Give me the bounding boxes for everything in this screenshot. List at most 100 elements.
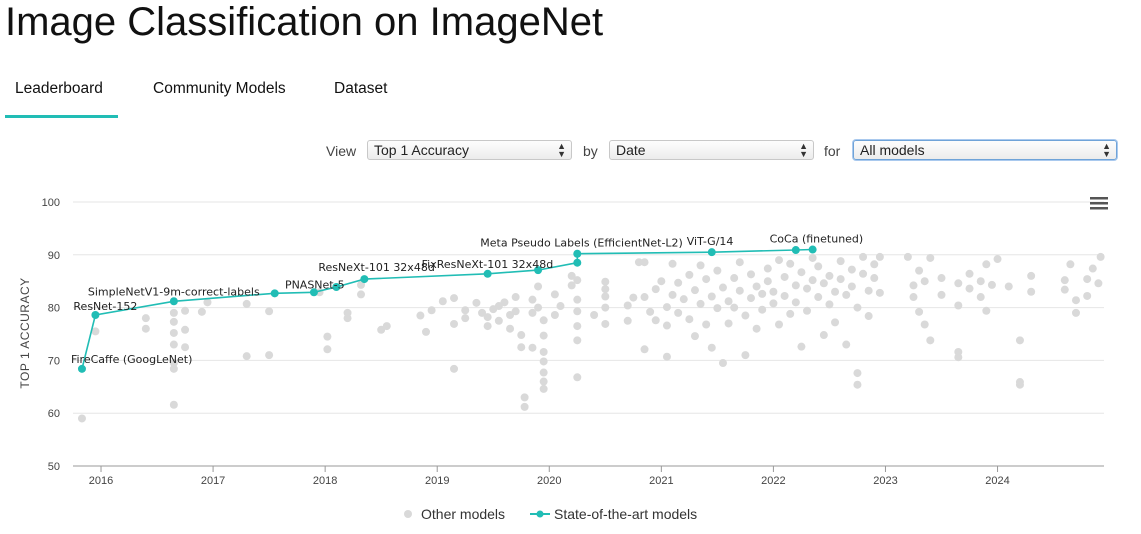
- other-model-point: [539, 357, 548, 366]
- other-model-point: [730, 274, 739, 283]
- other-model-point: [718, 283, 727, 292]
- select-arrows-icon: ▲ ▼: [1102, 141, 1111, 159]
- other-model-point: [91, 327, 100, 336]
- other-model-point: [573, 373, 582, 382]
- sota-point: [534, 266, 543, 275]
- other-model-point: [77, 414, 86, 423]
- other-model-point: [567, 281, 576, 290]
- other-model-point: [1094, 279, 1103, 288]
- other-model-point: [836, 257, 845, 266]
- by-select[interactable]: Date ▲ ▼: [609, 140, 814, 160]
- other-model-point: [746, 270, 755, 279]
- other-model-point: [763, 264, 772, 273]
- x-tick-label: 2017: [201, 475, 225, 487]
- other-model-point: [1083, 275, 1092, 284]
- other-model-point: [847, 265, 856, 274]
- other-model-point: [853, 380, 862, 389]
- other-model-point: [797, 268, 806, 277]
- other-model-point: [791, 281, 800, 290]
- x-tick-label: 2021: [649, 475, 673, 487]
- other-model-point: [875, 288, 884, 297]
- legend-label-other-models: Other models: [421, 506, 505, 522]
- other-model-point: [707, 292, 716, 301]
- other-model-point: [382, 322, 391, 331]
- x-tick-label: 2018: [313, 475, 337, 487]
- other-model-point: [483, 322, 492, 331]
- other-model-point: [422, 327, 431, 336]
- other-model-point: [640, 293, 649, 302]
- x-tick-label: 2023: [873, 475, 897, 487]
- other-model-point: [926, 336, 935, 345]
- other-model-point: [573, 322, 582, 331]
- sota-point: [332, 283, 341, 292]
- other-model-point: [965, 284, 974, 293]
- other-model-point: [836, 275, 845, 284]
- other-model-point: [926, 253, 935, 262]
- other-model-point: [965, 269, 974, 278]
- other-model-point: [1027, 271, 1036, 280]
- other-model-point: [483, 313, 492, 322]
- other-model-point: [847, 282, 856, 291]
- other-model-point: [775, 320, 784, 329]
- other-model-point: [265, 351, 274, 360]
- chart-menu-icon[interactable]: [1090, 197, 1108, 210]
- other-model-point: [690, 286, 699, 295]
- for-select-value: All models: [860, 142, 925, 158]
- other-model-point: [567, 271, 576, 280]
- sota-point-label: ViT-G/14: [687, 235, 734, 248]
- legend-label-sota-models: State-of-the-art models: [554, 506, 697, 522]
- tab-bar: Leaderboard Community Models Dataset: [5, 72, 435, 118]
- other-model-point: [416, 311, 425, 320]
- other-model-point: [472, 298, 481, 307]
- view-select[interactable]: Top 1 Accuracy ▲ ▼: [367, 140, 572, 160]
- other-model-point: [1015, 378, 1024, 387]
- other-model-point: [1096, 252, 1105, 261]
- sota-line-path: [81, 248, 813, 369]
- other-model-point: [814, 293, 823, 302]
- other-model-point: [976, 293, 985, 302]
- other-model-point: [685, 270, 694, 279]
- other-model-point: [169, 364, 178, 373]
- other-model-point: [640, 345, 649, 354]
- other-model-point: [915, 307, 924, 316]
- other-model-point: [169, 308, 178, 317]
- sota-point: [270, 289, 279, 298]
- sota-point: [77, 364, 86, 373]
- other-model-point: [1060, 285, 1069, 294]
- other-model-point: [623, 316, 632, 325]
- other-model-point: [646, 307, 655, 316]
- other-model-point: [357, 280, 366, 289]
- for-select[interactable]: All models ▲ ▼: [853, 140, 1117, 160]
- sota-point: [91, 310, 100, 319]
- x-tick-label: 2020: [537, 475, 561, 487]
- sota-point-label: FixResNeXt-101 32x48d: [422, 258, 554, 271]
- other-model-point: [870, 274, 879, 283]
- other-model-point: [713, 304, 722, 313]
- other-model-point: [954, 353, 963, 362]
- other-model-point: [550, 310, 559, 319]
- other-model-point: [920, 320, 929, 329]
- other-model-point: [1066, 260, 1075, 269]
- other-model-point: [623, 301, 632, 310]
- other-model-point: [831, 287, 840, 296]
- other-model-point: [169, 400, 178, 409]
- other-model-point: [520, 402, 529, 411]
- other-model-point: [780, 291, 789, 300]
- other-model-point: [1060, 276, 1069, 285]
- tab-community-models[interactable]: Community Models: [153, 80, 286, 97]
- other-model-point: [357, 290, 366, 299]
- other-models-points: [77, 252, 1105, 423]
- other-model-point: [696, 261, 705, 270]
- select-arrows-icon: ▲ ▼: [799, 141, 808, 159]
- tab-dataset[interactable]: Dataset: [334, 80, 388, 97]
- chart-controls: View Top 1 Accuracy ▲ ▼ by Date ▲ ▼ for Al…: [0, 140, 1141, 164]
- other-model-point: [528, 295, 537, 304]
- other-model-point: [741, 311, 750, 320]
- other-model-point: [539, 347, 548, 356]
- other-model-point: [808, 253, 817, 262]
- other-model-point: [769, 299, 778, 308]
- legend-item-other-models[interactable]: Other models: [404, 506, 505, 522]
- legend-item-sota-models[interactable]: State-of-the-art models: [530, 506, 697, 522]
- sota-point-label: FireCaffe (GoogLeNet): [71, 353, 192, 366]
- tab-leaderboard[interactable]: Leaderboard: [15, 80, 103, 97]
